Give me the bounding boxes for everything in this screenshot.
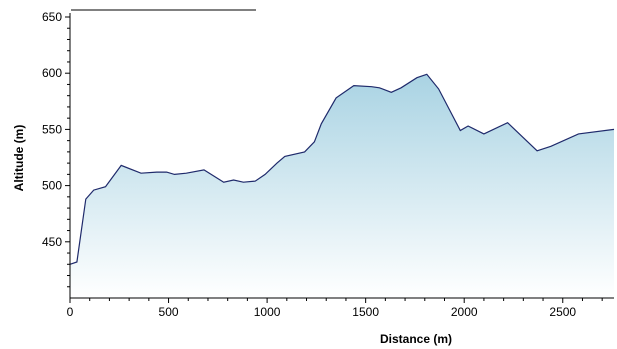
y-tick-label: 650 [42, 10, 62, 24]
y-tick-label: 450 [42, 235, 62, 249]
area-layer [69, 73, 615, 298]
altitude-area [70, 74, 614, 298]
y-tick-label: 500 [42, 179, 62, 193]
y-tick-label: 600 [42, 66, 62, 80]
x-axis-title: Distance (m) [380, 332, 452, 346]
y-axis-title: Altitude (m) [12, 125, 26, 192]
x-tick-label: 2000 [451, 305, 478, 319]
y-tick-label: 550 [42, 122, 62, 136]
x-tick-label: 500 [159, 305, 179, 319]
x-tick-label: 2500 [549, 305, 576, 319]
x-tick-label: 1500 [352, 305, 379, 319]
x-tick-label: 0 [67, 305, 74, 319]
ticks-layer: 450 500 550 600 650 0 500 1000 1500 2000 2500 [42, 10, 603, 319]
x-tick-label: 1000 [254, 305, 281, 319]
